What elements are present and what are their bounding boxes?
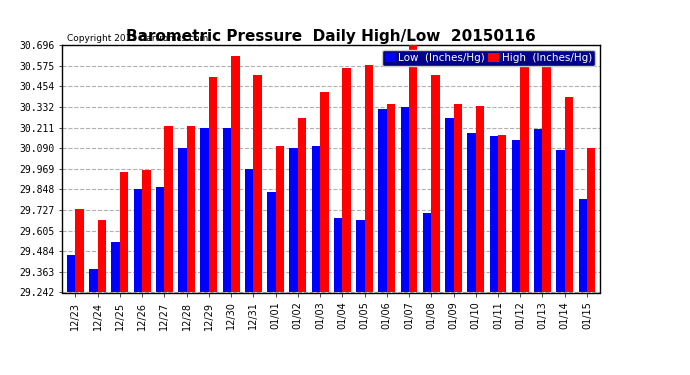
- Bar: [231, 56, 239, 292]
- Bar: [67, 255, 75, 292]
- Bar: [298, 117, 306, 292]
- Bar: [142, 170, 150, 292]
- Bar: [453, 104, 462, 292]
- Bar: [89, 269, 98, 292]
- Bar: [320, 92, 328, 292]
- Bar: [578, 199, 587, 292]
- Bar: [387, 104, 395, 292]
- Bar: [445, 117, 453, 292]
- Bar: [423, 213, 431, 292]
- Bar: [267, 192, 275, 292]
- Bar: [156, 187, 164, 292]
- Bar: [378, 109, 387, 292]
- Bar: [223, 128, 231, 292]
- Bar: [342, 68, 351, 292]
- Text: Copyright 2015 Cartronics.com: Copyright 2015 Cartronics.com: [68, 33, 209, 42]
- Bar: [364, 65, 373, 292]
- Bar: [512, 140, 520, 292]
- Bar: [467, 133, 476, 292]
- Bar: [98, 220, 106, 292]
- Bar: [245, 169, 253, 292]
- Title: Barometric Pressure  Daily High/Low  20150116: Barometric Pressure Daily High/Low 20150…: [126, 29, 536, 44]
- Bar: [356, 220, 364, 292]
- Bar: [334, 218, 342, 292]
- Bar: [564, 97, 573, 292]
- Bar: [164, 126, 173, 292]
- Bar: [312, 147, 320, 292]
- Bar: [253, 75, 262, 292]
- Bar: [409, 44, 417, 292]
- Bar: [112, 242, 120, 292]
- Bar: [120, 172, 128, 292]
- Bar: [534, 129, 542, 292]
- Bar: [520, 65, 529, 292]
- Bar: [476, 106, 484, 292]
- Bar: [178, 148, 186, 292]
- Bar: [587, 148, 595, 292]
- Bar: [542, 54, 551, 292]
- Bar: [556, 150, 564, 292]
- Bar: [200, 128, 209, 292]
- Bar: [186, 126, 195, 292]
- Bar: [489, 136, 498, 292]
- Bar: [498, 135, 506, 292]
- Legend: Low  (Inches/Hg), High  (Inches/Hg): Low (Inches/Hg), High (Inches/Hg): [382, 50, 595, 66]
- Bar: [75, 209, 84, 292]
- Bar: [431, 75, 440, 292]
- Bar: [134, 189, 142, 292]
- Bar: [401, 107, 409, 292]
- Bar: [209, 76, 217, 292]
- Bar: [289, 148, 298, 292]
- Bar: [275, 147, 284, 292]
